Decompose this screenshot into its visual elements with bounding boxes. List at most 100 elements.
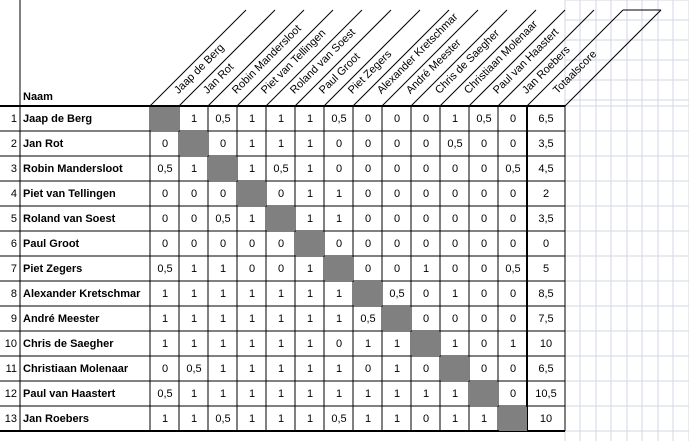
score-cell[interactable]: 0 — [335, 338, 343, 350]
score-cell[interactable]: 0,5 — [273, 163, 289, 175]
score-cell[interactable]: 0,5 — [331, 413, 347, 425]
score-cell[interactable]: 0 — [364, 263, 372, 275]
score-cell[interactable]: 0 — [480, 363, 488, 375]
score-cell[interactable]: 0 — [451, 163, 459, 175]
score-cell[interactable]: 1 — [277, 288, 285, 300]
score-cell[interactable]: 0,5 — [215, 413, 231, 425]
score-cell[interactable]: 1 — [161, 338, 169, 350]
score-cell[interactable]: 1 — [248, 163, 256, 175]
score-cell[interactable]: 1 — [277, 388, 285, 400]
score-cell[interactable]: 1 — [190, 113, 198, 125]
score-cell[interactable]: 0 — [451, 263, 459, 275]
score-cell[interactable]: 1 — [190, 338, 198, 350]
total-score-cell[interactable]: 3,5 — [538, 137, 554, 150]
score-cell[interactable]: 0,5 — [186, 363, 202, 375]
score-cell[interactable]: 0 — [161, 138, 169, 150]
total-score-cell[interactable]: 2 — [542, 187, 550, 200]
score-cell[interactable]: 1 — [277, 138, 285, 150]
score-cell[interactable]: 0 — [451, 213, 459, 225]
score-cell[interactable]: 0 — [277, 188, 285, 200]
score-cell[interactable]: 1 — [248, 388, 256, 400]
score-cell[interactable]: 0 — [451, 238, 459, 250]
diagonal-cell[interactable] — [412, 332, 440, 356]
score-cell[interactable]: 1 — [277, 313, 285, 325]
score-cell[interactable]: 1 — [219, 363, 227, 375]
score-cell[interactable]: 1 — [509, 338, 517, 350]
diagonal-cell[interactable] — [151, 107, 179, 131]
score-cell[interactable]: 0 — [364, 113, 372, 125]
score-cell[interactable]: 0 — [422, 288, 430, 300]
player-name-cell[interactable]: André Meester — [23, 312, 100, 325]
total-score-cell[interactable]: 3,5 — [538, 212, 554, 225]
player-name-cell[interactable]: Alexander Kretschmar — [23, 287, 141, 300]
score-cell[interactable]: 1 — [248, 213, 256, 225]
score-cell[interactable]: 1 — [248, 313, 256, 325]
score-cell[interactable]: 1 — [161, 288, 169, 300]
diagonal-cell[interactable] — [296, 232, 324, 256]
score-cell[interactable]: 1 — [190, 388, 198, 400]
score-cell[interactable]: 1 — [161, 313, 169, 325]
score-cell[interactable]: 1 — [451, 338, 459, 350]
player-name-cell[interactable]: Jan Roebers — [23, 412, 90, 425]
score-cell[interactable]: 0,5 — [389, 288, 405, 300]
score-cell[interactable]: 0 — [393, 113, 401, 125]
score-cell[interactable]: 1 — [306, 288, 314, 300]
score-cell[interactable]: 0,5 — [476, 113, 492, 125]
diagonal-cell[interactable] — [441, 357, 469, 381]
score-cell[interactable]: 1 — [306, 113, 314, 125]
player-name-cell[interactable]: Robin Mandersloot — [23, 162, 123, 175]
score-cell[interactable]: 1 — [248, 363, 256, 375]
score-cell[interactable]: 0,5 — [447, 138, 463, 150]
score-cell[interactable]: 1 — [219, 263, 227, 275]
score-cell[interactable]: 0 — [451, 188, 459, 200]
score-cell[interactable]: 1 — [306, 313, 314, 325]
score-cell[interactable]: 0,5 — [215, 213, 231, 225]
score-cell[interactable]: 0,5 — [157, 388, 173, 400]
score-cell[interactable]: 0 — [219, 238, 227, 250]
player-name-cell[interactable]: Chris de Saegher — [23, 337, 114, 350]
score-cell[interactable]: 1 — [306, 338, 314, 350]
diagonal-cell[interactable] — [209, 157, 237, 181]
score-cell[interactable]: 1 — [364, 388, 372, 400]
score-cell[interactable]: 1 — [306, 188, 314, 200]
score-cell[interactable]: 0 — [480, 213, 488, 225]
score-cell[interactable]: 1 — [393, 363, 401, 375]
score-cell[interactable]: 1 — [335, 213, 343, 225]
score-cell[interactable]: 0 — [364, 138, 372, 150]
score-cell[interactable]: 1 — [248, 113, 256, 125]
score-cell[interactable]: 1 — [277, 113, 285, 125]
score-cell[interactable]: 0 — [393, 238, 401, 250]
score-cell[interactable]: 1 — [393, 338, 401, 350]
score-cell[interactable]: 0 — [190, 188, 198, 200]
score-cell[interactable]: 0 — [422, 138, 430, 150]
total-score-cell[interactable]: 5 — [542, 262, 550, 275]
diagonal-cell[interactable] — [325, 257, 353, 281]
score-cell[interactable]: 0 — [335, 138, 343, 150]
diagonal-cell[interactable] — [354, 282, 382, 306]
score-cell[interactable]: 1 — [248, 138, 256, 150]
diagonal-cell[interactable] — [383, 307, 411, 331]
score-cell[interactable]: 1 — [219, 288, 227, 300]
score-cell[interactable]: 0 — [509, 188, 517, 200]
diagonal-cell[interactable] — [470, 382, 498, 406]
score-cell[interactable]: 0,5 — [157, 263, 173, 275]
score-cell[interactable]: 0 — [509, 288, 517, 300]
score-cell[interactable]: 0 — [480, 238, 488, 250]
score-cell[interactable]: 0 — [190, 213, 198, 225]
score-cell[interactable]: 1 — [277, 363, 285, 375]
score-cell[interactable]: 0 — [393, 138, 401, 150]
player-name-cell[interactable]: Paul van Haastert — [23, 387, 116, 400]
score-cell[interactable]: 1 — [451, 413, 459, 425]
score-cell[interactable]: 1 — [422, 388, 430, 400]
total-score-cell[interactable]: 7,5 — [538, 312, 554, 325]
diagonal-cell[interactable] — [238, 182, 266, 206]
diagonal-cell[interactable] — [267, 207, 295, 231]
score-cell[interactable]: 1 — [335, 188, 343, 200]
score-cell[interactable]: 0 — [422, 238, 430, 250]
score-cell[interactable]: 0 — [509, 213, 517, 225]
score-cell[interactable]: 0 — [422, 163, 430, 175]
score-cell[interactable]: 0 — [161, 238, 169, 250]
score-cell[interactable]: 1 — [480, 413, 488, 425]
score-cell[interactable]: 1 — [306, 163, 314, 175]
score-cell[interactable]: 0 — [161, 188, 169, 200]
